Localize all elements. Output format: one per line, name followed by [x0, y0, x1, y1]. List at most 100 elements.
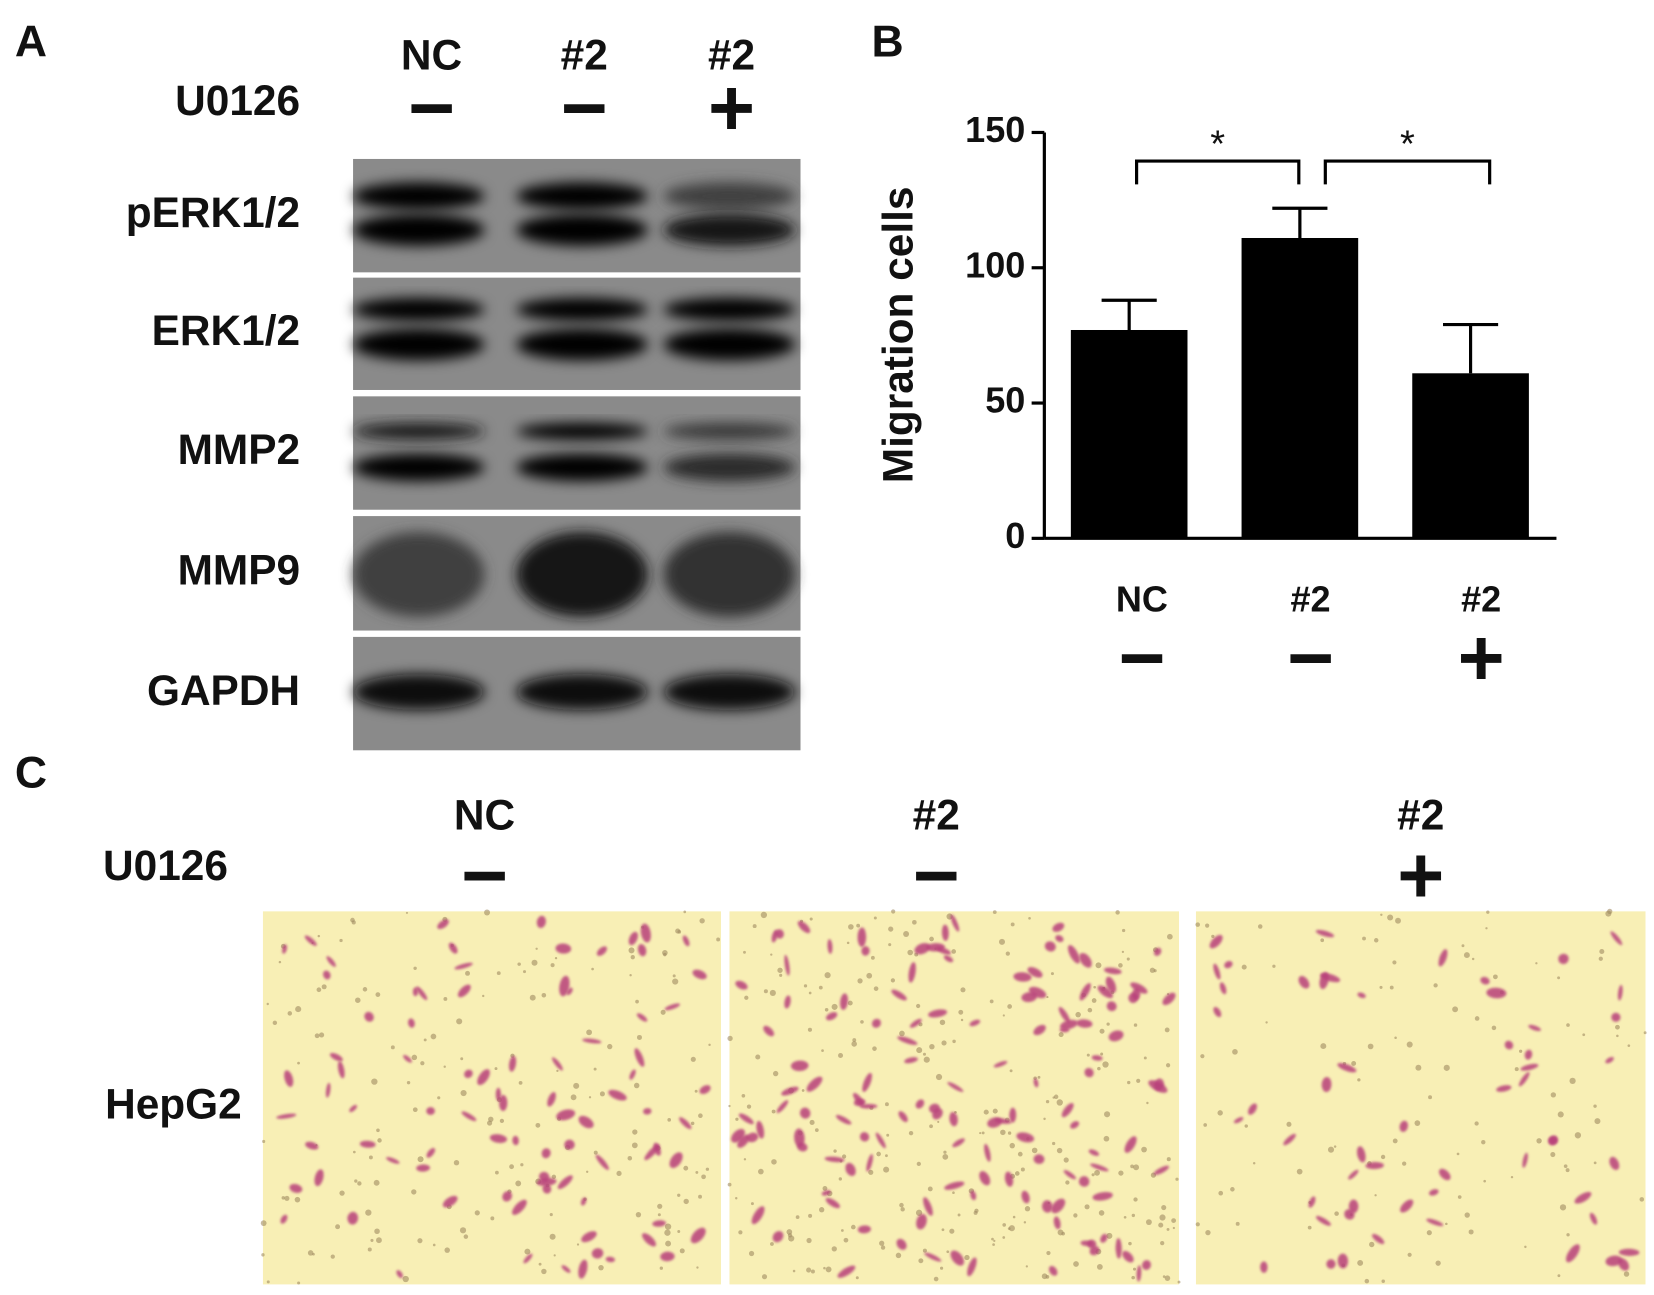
cell: [904, 1057, 918, 1064]
cell: [1154, 1078, 1164, 1091]
cell: [276, 1113, 297, 1119]
pore: [1122, 928, 1126, 933]
pore: [1045, 1099, 1050, 1104]
pore: [1136, 1078, 1141, 1083]
cell: [1565, 1244, 1580, 1263]
pore: [1162, 1275, 1166, 1278]
pore: [598, 1264, 604, 1271]
cell: [652, 1220, 666, 1227]
pore: [284, 1195, 290, 1201]
pore: [888, 943, 892, 947]
pore: [1565, 1168, 1570, 1173]
pore: [738, 1230, 743, 1235]
pore: [1020, 1167, 1025, 1172]
pore: [1086, 1053, 1090, 1057]
cell: [1520, 1063, 1539, 1071]
pore: [941, 1040, 947, 1046]
pore: [588, 1096, 592, 1099]
pore: [1063, 1157, 1069, 1163]
pore: [1464, 1212, 1470, 1218]
blot-band: [663, 453, 796, 482]
cell: [359, 1140, 376, 1148]
pore: [750, 1202, 754, 1206]
cell: [824, 1156, 845, 1163]
pore: [1550, 1152, 1556, 1158]
pore: [1172, 1226, 1175, 1230]
cell: [629, 1069, 636, 1080]
cell: [605, 1256, 616, 1263]
pore: [517, 962, 521, 966]
blot-band: [516, 297, 648, 322]
pore: [541, 992, 547, 998]
pore: [683, 1198, 689, 1205]
pore: [922, 1248, 927, 1253]
pore: [463, 1234, 469, 1239]
blot-band: [663, 182, 796, 210]
pore: [1456, 1152, 1460, 1156]
cell: [840, 993, 848, 1010]
pore: [1241, 964, 1247, 970]
pore: [1474, 1016, 1480, 1021]
cell: [936, 946, 951, 955]
pore: [822, 1186, 828, 1191]
cell: [1052, 922, 1065, 932]
pore: [929, 1043, 935, 1050]
cell: [943, 955, 954, 963]
pore: [1205, 923, 1210, 928]
pore: [1167, 933, 1173, 940]
cell: [669, 1152, 683, 1169]
cell: [644, 1144, 660, 1161]
cell: [1357, 992, 1366, 999]
cell: [1337, 1063, 1357, 1073]
pore: [866, 972, 873, 979]
pore: [1380, 913, 1383, 916]
pore: [1056, 1099, 1063, 1106]
pore: [494, 1067, 498, 1071]
cell: [1033, 1154, 1045, 1165]
pore: [1073, 1261, 1079, 1267]
pore: [1166, 1227, 1170, 1231]
cell: [580, 1197, 587, 1206]
pore: [551, 1174, 557, 1179]
cell: [875, 1132, 886, 1149]
cell: [1337, 1253, 1349, 1269]
pore: [367, 1247, 372, 1252]
cell: [1320, 973, 1341, 983]
cell: [289, 1183, 303, 1193]
pore: [1598, 956, 1603, 961]
pore: [890, 978, 896, 983]
lane-label: #2: [708, 31, 755, 78]
pore: [1593, 1161, 1597, 1165]
pore: [1286, 1121, 1292, 1127]
cell: [1611, 1012, 1621, 1022]
pore: [1485, 927, 1488, 930]
treatment-label: U0126: [103, 842, 228, 889]
pore: [465, 970, 470, 976]
cell: [1365, 1161, 1384, 1170]
pore: [549, 1213, 553, 1217]
cell: [916, 1213, 927, 1230]
pore: [907, 949, 913, 956]
pore: [942, 1154, 949, 1160]
cell: [1100, 1233, 1108, 1243]
pore: [459, 1227, 467, 1234]
cell: [1518, 1071, 1530, 1087]
pore: [1133, 1023, 1138, 1027]
pore: [991, 1237, 994, 1241]
cell: [1088, 1149, 1100, 1156]
pore: [376, 1237, 382, 1244]
pore: [973, 1210, 978, 1215]
pore: [635, 999, 639, 1004]
pore: [535, 947, 538, 950]
cell: [1067, 945, 1080, 964]
pore: [354, 1179, 358, 1183]
cell: [1504, 1040, 1514, 1050]
cell: [547, 1092, 556, 1107]
pore: [444, 1247, 450, 1253]
cell: [871, 1018, 881, 1028]
pore: [376, 1128, 380, 1133]
row-label: pERK1/2: [126, 189, 300, 236]
pore: [821, 1049, 824, 1052]
pore: [1643, 1031, 1647, 1035]
